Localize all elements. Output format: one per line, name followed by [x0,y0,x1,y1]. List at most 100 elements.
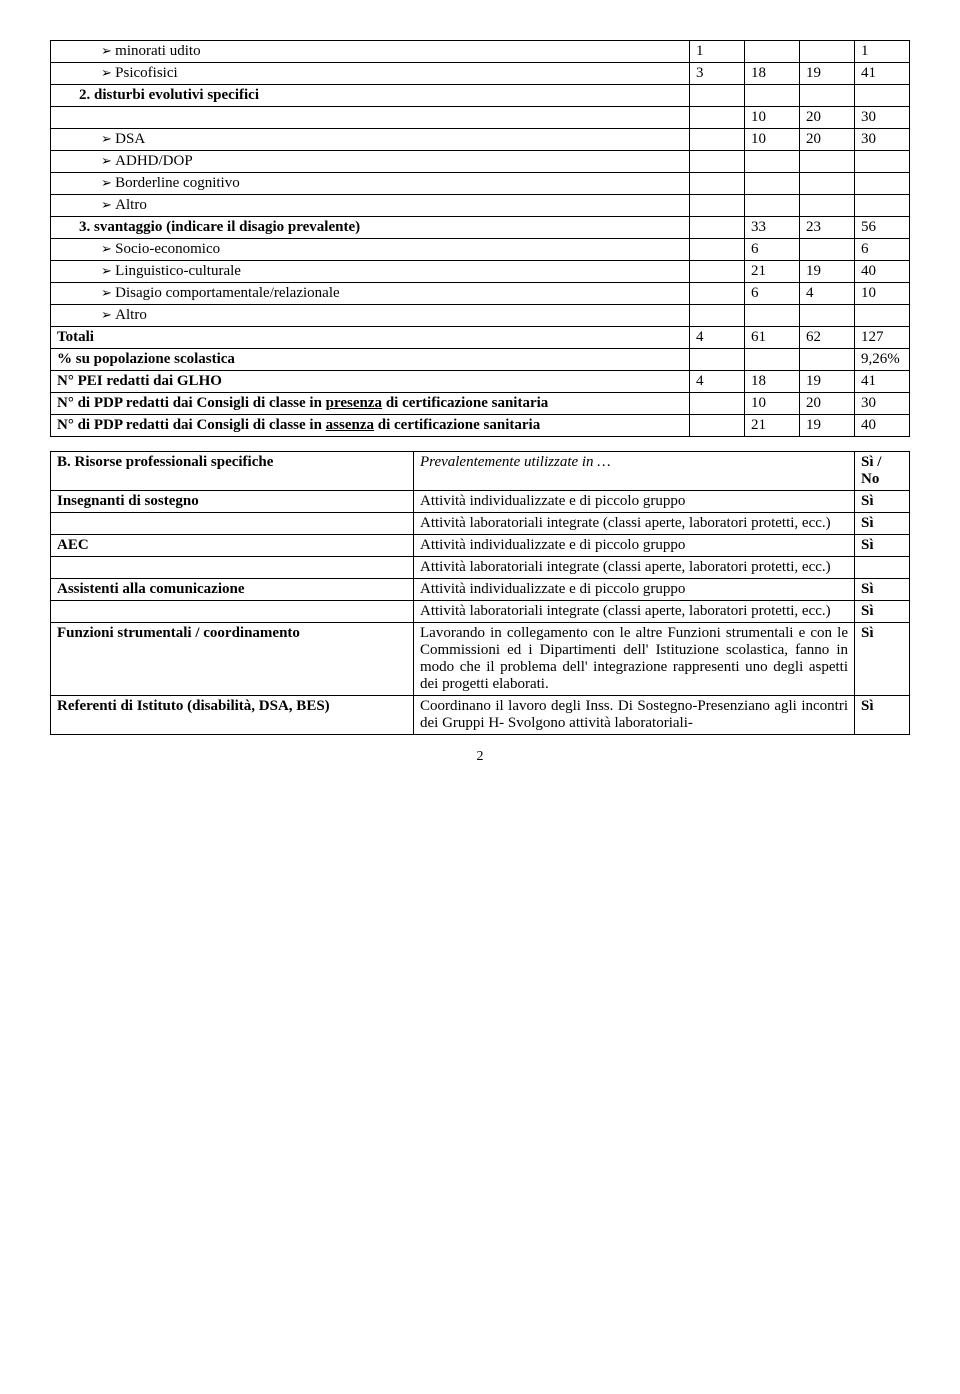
cell: 30 [855,129,910,151]
row-label: N° di PDP redatti dai Consigli di classe… [51,415,690,437]
cell [690,349,745,371]
resource-usage: Attività individualizzate e di piccolo g… [414,535,855,557]
cell: 1 [855,41,910,63]
cell: 40 [855,415,910,437]
cell: 30 [855,393,910,415]
resource-name [51,601,414,623]
resource-name: AEC [51,535,414,557]
cell: 10 [745,107,800,129]
cell: 4 [690,371,745,393]
row-label: Altro [51,195,690,217]
table-section-b: B. Risorse professionali specifichePreva… [50,451,910,735]
page-number: 2 [50,749,910,765]
resource-usage: Coordinano il lavoro degli Inss. Di Sost… [414,696,855,735]
resource-yesno: Sì [855,579,910,601]
cell [745,349,800,371]
cell: 127 [855,327,910,349]
cell [800,305,855,327]
cell: 41 [855,371,910,393]
cell: 10 [745,393,800,415]
resource-usage: Attività individualizzate e di piccolo g… [414,491,855,513]
cell [690,217,745,239]
cell [745,305,800,327]
cell [690,393,745,415]
row-label: N° PEI redatti dai GLHO [51,371,690,393]
resource-name: Referenti di Istituto (disabilità, DSA, … [51,696,414,735]
resource-usage: Attività laboratoriali integrate (classi… [414,601,855,623]
cell: 40 [855,261,910,283]
cell: 62 [800,327,855,349]
cell: 20 [800,129,855,151]
cell: 61 [745,327,800,349]
cell [800,173,855,195]
cell: 21 [745,261,800,283]
resource-usage: Attività laboratoriali integrate (classi… [414,557,855,579]
cell [800,195,855,217]
cell: 18 [745,371,800,393]
row-label: Psicofisici [51,63,690,85]
resource-name: Assistenti alla comunicazione [51,579,414,601]
cell [690,107,745,129]
cell: 19 [800,63,855,85]
cell [690,173,745,195]
cell [800,41,855,63]
resource-usage: Lavorando in collegamento con le altre F… [414,623,855,696]
cell: 4 [690,327,745,349]
cell [745,195,800,217]
cell [800,85,855,107]
cell [800,151,855,173]
header-resources: B. Risorse professionali specifiche [51,452,414,491]
cell [855,305,910,327]
cell: 19 [800,371,855,393]
cell [690,85,745,107]
resource-name [51,513,414,535]
row-label: minorati udito [51,41,690,63]
cell [855,173,910,195]
cell: 18 [745,63,800,85]
cell [690,195,745,217]
cell: 6 [745,239,800,261]
resource-yesno: Sì [855,601,910,623]
cell: 9,26% [855,349,910,371]
resource-yesno: Sì [855,513,910,535]
row-label: Disagio comportamentale/relazionale [51,283,690,305]
cell [690,261,745,283]
cell: 19 [800,415,855,437]
cell [690,129,745,151]
cell [745,85,800,107]
resource-name: Funzioni strumentali / coordinamento [51,623,414,696]
cell: 23 [800,217,855,239]
row-label: Altro [51,305,690,327]
resource-usage: Attività laboratoriali integrate (classi… [414,513,855,535]
cell: 4 [800,283,855,305]
cell [690,305,745,327]
cell: 33 [745,217,800,239]
cell: 41 [855,63,910,85]
header-usage: Prevalentemente utilizzate in … [414,452,855,491]
resource-yesno: Sì [855,623,910,696]
cell: 10 [745,129,800,151]
cell [690,151,745,173]
cell [855,85,910,107]
cell: 6 [855,239,910,261]
resource-yesno: Sì [855,535,910,557]
row-label: 2. disturbi evolutivi specifici [51,85,690,107]
cell: 1 [690,41,745,63]
cell: 20 [800,107,855,129]
row-label: N° di PDP redatti dai Consigli di classe… [51,393,690,415]
cell: 6 [745,283,800,305]
cell [745,41,800,63]
cell [800,349,855,371]
resource-yesno: Sì [855,696,910,735]
cell: 21 [745,415,800,437]
resource-name: Insegnanti di sostegno [51,491,414,513]
cell: 56 [855,217,910,239]
row-label: Linguistico-culturale [51,261,690,283]
resource-yesno [855,557,910,579]
table-section-a: minorati udito11Psicofisici31819412. dis… [50,40,910,437]
cell: 20 [800,393,855,415]
row-label: % su popolazione scolastica [51,349,690,371]
cell: 3 [690,63,745,85]
cell [800,239,855,261]
cell [690,239,745,261]
